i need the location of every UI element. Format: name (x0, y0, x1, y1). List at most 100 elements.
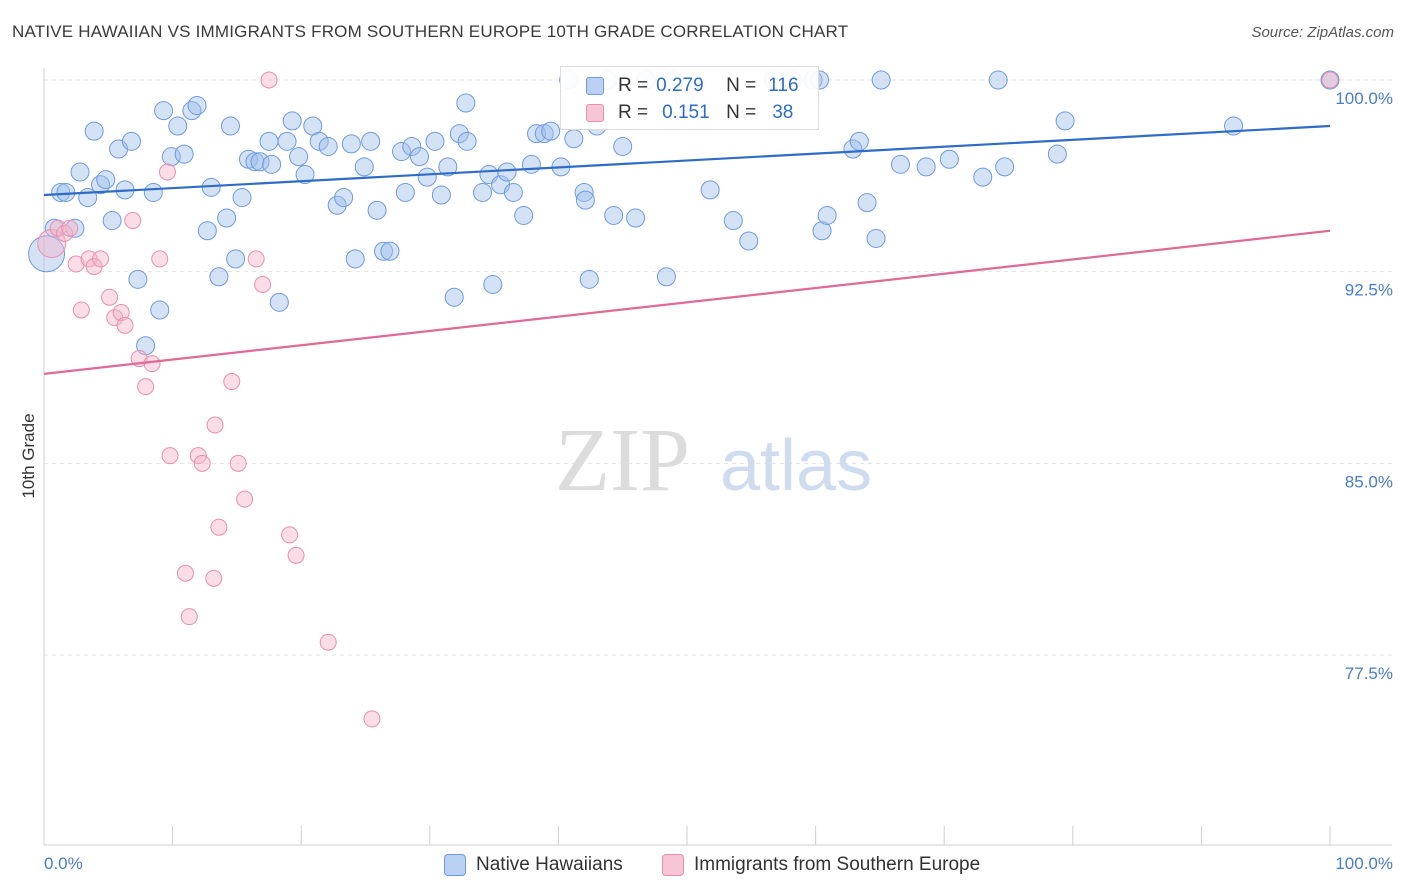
data-point-blue (473, 182, 493, 202)
data-point-blue (102, 211, 122, 231)
data-point-blue (345, 249, 365, 269)
watermark-zip: ZIP (555, 411, 690, 510)
data-point-blue (96, 170, 116, 190)
data-point-pink (281, 526, 299, 544)
y-tick-label: 100.0% (1335, 89, 1393, 108)
data-point-blue (916, 157, 936, 177)
trend-line-pink (43, 229, 1331, 375)
data-point-blue (91, 175, 111, 195)
data-point-blue (374, 241, 394, 261)
data-point-blue (444, 287, 464, 307)
legend-row-pink: R = 0.151 N = 38 (561, 100, 793, 126)
data-point-pink (92, 250, 110, 268)
data-point-blue (44, 218, 64, 238)
data-point-pink (260, 71, 278, 89)
data-point-pink (1321, 71, 1339, 89)
x-tick-label: 100.0% (1335, 854, 1393, 873)
data-point-blue (250, 152, 270, 172)
data-point-blue (857, 193, 877, 213)
stats-legend: R = 0.279 N = 116 R = 0.151 N = 38 (560, 66, 819, 130)
data-point-blue (143, 182, 163, 202)
data-point-blue (723, 211, 743, 231)
data-point-pink (189, 447, 207, 465)
legend-item-native-hawaiians[interactable]: Native Hawaiians (444, 851, 623, 879)
data-point-blue (457, 131, 477, 151)
data-point-blue (575, 190, 595, 210)
data-point-pink (56, 224, 74, 242)
data-point-pink (151, 250, 169, 268)
data-point-blue (817, 205, 837, 225)
data-point-pink (143, 355, 161, 373)
data-point-blue (626, 208, 646, 228)
data-point-blue (334, 188, 354, 208)
data-point-blue (289, 147, 309, 167)
data-point-pink (247, 250, 265, 268)
data-point-blue (812, 221, 832, 241)
data-point-blue (604, 205, 624, 225)
y-axis-label: 10th Grade (19, 413, 38, 498)
data-point-blue (973, 167, 993, 187)
data-point-blue (995, 157, 1015, 177)
data-point-blue (700, 180, 720, 200)
legend-row-blue: R = 0.279 N = 116 (561, 73, 799, 99)
data-point-blue (425, 131, 445, 151)
data-point-blue (154, 101, 174, 121)
data-point-pink (67, 255, 85, 273)
data-point-pink (158, 163, 176, 181)
data-point-blue (483, 274, 503, 294)
data-point-pink (287, 546, 305, 564)
data-point-blue (197, 221, 217, 241)
data-point-pink (61, 219, 79, 237)
legend-r-value: 0.151 (662, 102, 710, 123)
data-point-pink (205, 569, 223, 587)
legend-r-label: R = (618, 102, 649, 123)
data-point-pink (223, 373, 241, 391)
data-point-pink (206, 416, 224, 434)
legend-n-value: 38 (772, 102, 794, 123)
data-point-pink (124, 212, 142, 230)
data-point-blue (521, 154, 541, 174)
data-point-blue (380, 241, 400, 261)
axes (43, 68, 1392, 846)
data-point-blue (367, 200, 387, 220)
data-point-blue (410, 147, 430, 167)
data-point-blue (220, 116, 240, 136)
data-point-blue (564, 129, 584, 149)
data-point-blue (871, 70, 891, 90)
legend-label: Immigrants from Southern Europe (694, 854, 981, 875)
chart-title: NATIVE HAWAIIAN VS IMMIGRANTS FROM SOUTH… (12, 22, 849, 41)
data-point-blue (438, 157, 458, 177)
legend-swatch-blue (586, 77, 604, 95)
data-point-blue (51, 182, 71, 202)
data-point-blue (431, 185, 451, 205)
data-point-blue (262, 154, 282, 174)
data-point-blue (232, 188, 252, 208)
data-point-blue (341, 134, 361, 154)
gridlines (44, 79, 1392, 656)
data-point-blue (282, 111, 302, 131)
y-tick-label: 77.5% (1345, 664, 1393, 683)
source-credit: Source: ZipAtlas.com (1251, 24, 1394, 41)
legend-swatch-pink (586, 104, 604, 122)
data-point-pink (210, 518, 228, 536)
data-point-blue (541, 121, 561, 141)
data-point-pink (180, 608, 198, 626)
data-point-blue (497, 162, 517, 182)
data-point-pink (116, 316, 134, 334)
data-point-blue (361, 131, 381, 151)
data-point-blue (128, 269, 148, 289)
data-point-blue (849, 131, 869, 151)
legend-swatch-blue (444, 854, 466, 876)
legend-n-label: N = (726, 75, 757, 96)
data-point-pink (161, 447, 179, 465)
data-point-blue (1320, 70, 1340, 90)
data-point-blue (70, 162, 90, 182)
data-point-blue (890, 154, 910, 174)
legend-label: Native Hawaiians (476, 854, 623, 875)
trend-lines (43, 124, 1331, 375)
data-point-blue (245, 152, 265, 172)
data-point-blue (187, 96, 207, 116)
legend-item-immigrants-southern-europe[interactable]: Immigrants from Southern Europe (662, 851, 980, 879)
trend-line-blue (43, 124, 1331, 197)
data-point-blue (121, 131, 141, 151)
